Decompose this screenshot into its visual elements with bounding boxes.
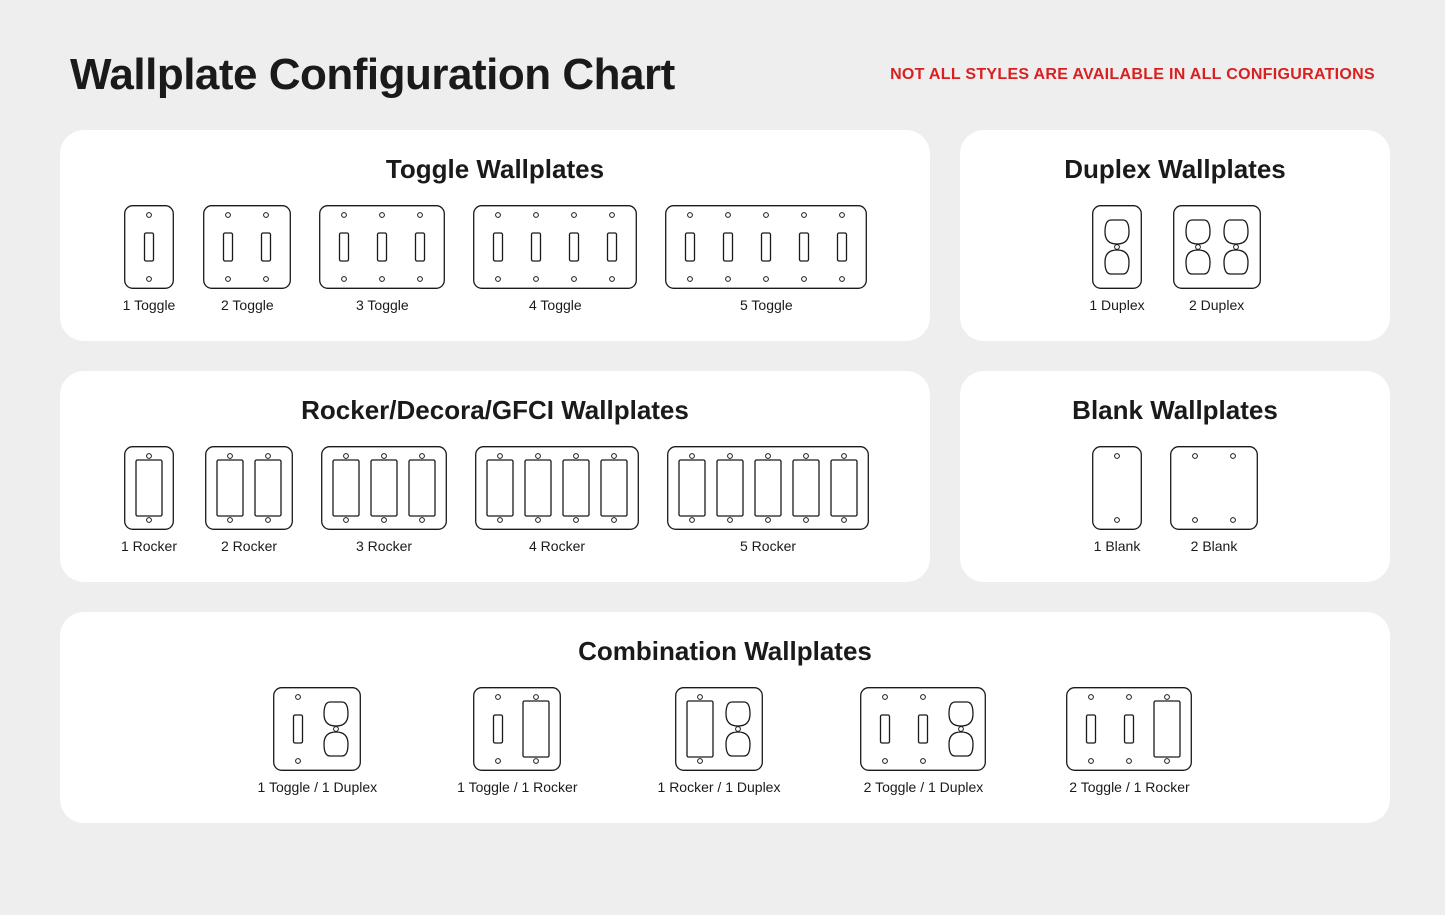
wallplate-item: 1 Blank [1092, 446, 1142, 554]
wallplate-icon [475, 446, 639, 530]
wallplate-label: 2 Toggle [221, 297, 274, 313]
wallplate-label: 2 Rocker [221, 538, 277, 554]
panel-blank: Blank Wallplates 1 Blank 2 Blank [960, 371, 1390, 582]
wallplate-label: 1 Toggle / 1 Duplex [258, 779, 378, 795]
wallplate-item: 2 Toggle [203, 205, 291, 313]
wallplate-icon [473, 687, 561, 771]
wallplate-label: 1 Rocker / 1 Duplex [658, 779, 781, 795]
wallplate-item: 3 Toggle [319, 205, 445, 313]
panel-rocker: Rocker/Decora/GFCI Wallplates 1 Rocker 2 … [60, 371, 930, 582]
panel-row: 1 Toggle / 1 Duplex 1 Toggle / 1 Rocker 1 … [88, 687, 1362, 795]
wallplate-item: 5 Rocker [667, 446, 869, 554]
row-2: Rocker/Decora/GFCI Wallplates 1 Rocker 2 … [60, 371, 1385, 582]
wallplate-item: 2 Toggle / 1 Duplex [860, 687, 986, 795]
wallplate-item: 1 Duplex [1089, 205, 1144, 313]
page-subtitle: NOT ALL STYLES ARE AVAILABLE IN ALL CONF… [890, 66, 1375, 84]
wallplate-icon [319, 205, 445, 289]
wallplate-label: 3 Toggle [356, 297, 409, 313]
wallplate-label: 3 Rocker [356, 538, 412, 554]
panel-title: Duplex Wallplates [988, 154, 1362, 185]
wallplate-item: 1 Rocker [121, 446, 177, 554]
wallplate-icon [124, 205, 174, 289]
wallplate-icon [860, 687, 986, 771]
wallplate-icon [1092, 205, 1142, 289]
wallplate-icon [1092, 446, 1142, 530]
header: Wallplate Configuration Chart NOT ALL ST… [60, 50, 1385, 100]
panel-row: 1 Toggle 2 Toggle 3 Toggle 4 Toggle 5 Toggle [88, 205, 902, 313]
wallplate-icon [667, 446, 869, 530]
wallplate-item: 2 Rocker [205, 446, 293, 554]
wallplate-icon [473, 205, 637, 289]
wallplate-label: 1 Rocker [121, 538, 177, 554]
wallplate-icon [1170, 446, 1258, 530]
wallplate-label: 4 Rocker [529, 538, 585, 554]
wallplate-item: 5 Toggle [665, 205, 867, 313]
wallplate-icon [203, 205, 291, 289]
wallplate-item: 1 Rocker / 1 Duplex [658, 687, 781, 795]
wallplate-icon [665, 205, 867, 289]
row-1: Toggle Wallplates 1 Toggle 2 Toggle 3 Togg… [60, 130, 1385, 341]
wallplate-item: 3 Rocker [321, 446, 447, 554]
wallplate-icon [273, 687, 361, 771]
wallplate-label: 1 Toggle / 1 Rocker [457, 779, 577, 795]
wallplate-icon [124, 446, 174, 530]
wallplate-label: 2 Duplex [1189, 297, 1244, 313]
wallplate-label: 2 Toggle / 1 Duplex [864, 779, 984, 795]
wallplate-item: 2 Blank [1170, 446, 1258, 554]
panel-row: 1 Rocker 2 Rocker 3 Rocker 4 Rocker 5 Rocker [88, 446, 902, 554]
page-title: Wallplate Configuration Chart [70, 50, 675, 100]
wallplate-label: 4 Toggle [529, 297, 582, 313]
panel-toggle: Toggle Wallplates 1 Toggle 2 Toggle 3 Togg… [60, 130, 930, 341]
panel-combo: Combination Wallplates 1 Toggle / 1 Dupl… [60, 612, 1390, 823]
panel-title: Rocker/Decora/GFCI Wallplates [88, 395, 902, 426]
wallplate-item: 1 Toggle [123, 205, 176, 313]
page: Wallplate Configuration Chart NOT ALL ST… [20, 20, 1425, 823]
wallplate-label: 1 Duplex [1089, 297, 1144, 313]
wallplate-label: 1 Toggle [123, 297, 176, 313]
panel-title: Combination Wallplates [88, 636, 1362, 667]
wallplate-label: 2 Toggle / 1 Rocker [1069, 779, 1189, 795]
wallplate-item: 2 Toggle / 1 Rocker [1066, 687, 1192, 795]
wallplate-icon [675, 687, 763, 771]
wallplate-label: 5 Rocker [740, 538, 796, 554]
panel-title: Toggle Wallplates [88, 154, 902, 185]
wallplate-icon [1066, 687, 1192, 771]
panel-title: Blank Wallplates [988, 395, 1362, 426]
panel-row: 1 Blank 2 Blank [988, 446, 1362, 554]
wallplate-item: 4 Toggle [473, 205, 637, 313]
wallplate-item: 1 Toggle / 1 Rocker [457, 687, 577, 795]
panel-row: 1 Duplex 2 Duplex [988, 205, 1362, 313]
wallplate-label: 5 Toggle [740, 297, 793, 313]
wallplate-item: 2 Duplex [1173, 205, 1261, 313]
wallplate-icon [205, 446, 293, 530]
wallplate-label: 1 Blank [1094, 538, 1141, 554]
wallplate-item: 1 Toggle / 1 Duplex [258, 687, 378, 795]
panel-duplex: Duplex Wallplates 1 Duplex 2 Duplex [960, 130, 1390, 341]
wallplate-icon [1173, 205, 1261, 289]
wallplate-item: 4 Rocker [475, 446, 639, 554]
wallplate-label: 2 Blank [1191, 538, 1238, 554]
wallplate-icon [321, 446, 447, 530]
